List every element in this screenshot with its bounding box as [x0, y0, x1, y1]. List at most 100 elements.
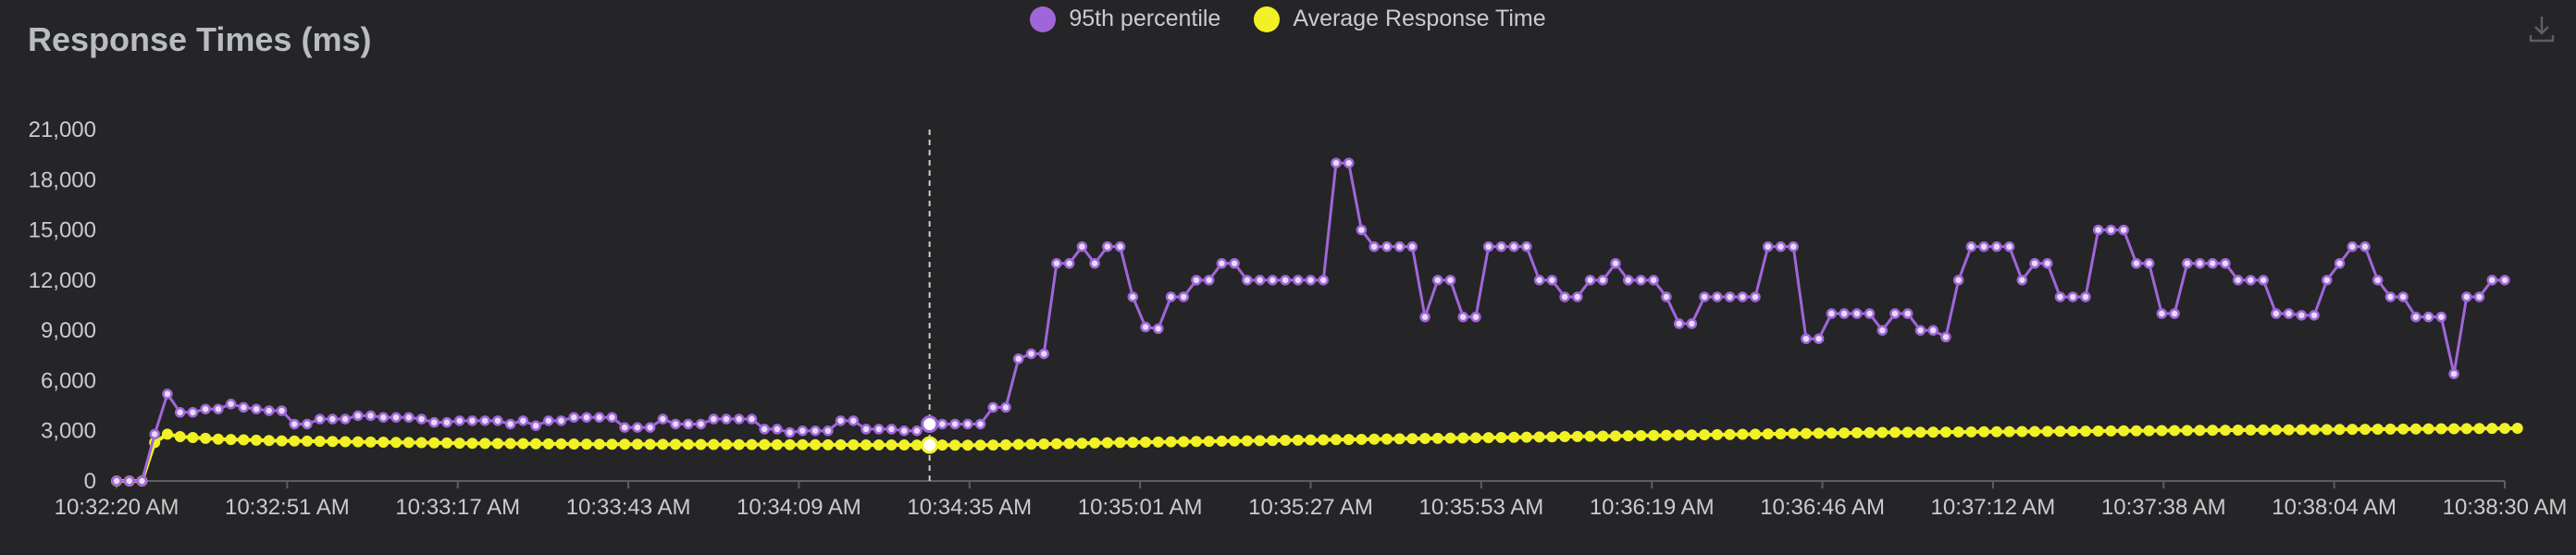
data-point-avg: [910, 439, 923, 451]
data-point-p95: [1267, 275, 1279, 286]
data-point-avg: [2003, 426, 2015, 438]
data-point-avg: [517, 438, 529, 450]
data-point-avg: [949, 439, 961, 451]
data-point-avg: [2156, 425, 2168, 437]
data-point-p95: [302, 418, 313, 430]
data-point-avg: [860, 438, 872, 450]
data-point-p95: [2143, 258, 2155, 269]
data-point-p95: [949, 418, 960, 430]
data-point-avg: [1622, 430, 1634, 442]
data-point-avg: [2422, 423, 2434, 435]
data-point-p95: [784, 426, 796, 438]
y-tick-label: 18,000: [29, 167, 96, 192]
data-point-avg: [2041, 426, 2053, 438]
data-point-p95: [1914, 325, 1926, 336]
data-point-p95: [2309, 310, 2320, 321]
data-point-p95: [225, 399, 237, 410]
data-point-p95: [873, 424, 885, 435]
data-point-p95: [1546, 275, 1558, 286]
data-point-avg: [593, 438, 605, 450]
data-point-avg: [415, 437, 427, 449]
data-point-p95: [213, 403, 224, 414]
data-point-p95: [593, 412, 605, 423]
data-point-p95: [1521, 240, 1532, 253]
data-point-avg: [1839, 427, 1851, 439]
data-point-avg: [1546, 431, 1558, 443]
data-point-p95: [772, 424, 783, 435]
data-point-p95: [1063, 258, 1075, 269]
data-point-p95: [1852, 308, 1863, 319]
data-point-p95: [2271, 308, 2282, 319]
data-point-avg: [555, 438, 567, 450]
legend: 95th percentile Average Response Time: [0, 6, 2576, 32]
data-point-p95: [1610, 258, 1621, 269]
data-point-avg: [1063, 438, 1075, 450]
data-point-p95: [314, 413, 326, 425]
data-point-p95: [1293, 275, 1304, 286]
data-point-p95: [1038, 348, 1049, 360]
data-point-avg: [1990, 426, 2002, 438]
data-point-avg: [1216, 435, 1228, 447]
data-point-p95: [1775, 240, 1787, 253]
legend-item-p95[interactable]: 95th percentile: [1030, 6, 1220, 32]
data-point-avg: [759, 438, 771, 450]
legend-label-p95: 95th percentile: [1069, 6, 1221, 31]
data-point-p95: [1051, 258, 1062, 269]
data-point-p95: [759, 424, 770, 435]
data-point-p95: [1978, 240, 1989, 253]
data-point-avg: [873, 438, 885, 450]
x-tick-label: 10:38:30 AM: [2443, 495, 2568, 520]
y-tick-label: 12,000: [29, 268, 96, 293]
data-point-p95: [708, 413, 719, 425]
data-point-avg: [1025, 438, 1037, 450]
data-point-p95: [632, 422, 643, 433]
data-point-p95: [1839, 308, 1850, 319]
data-point-avg: [2245, 424, 2257, 436]
data-point-avg: [1305, 434, 1317, 446]
data-point-p95: [1876, 325, 1889, 336]
data-point-avg: [1711, 428, 1723, 440]
data-point-avg: [2473, 423, 2485, 435]
data-point-p95: [403, 412, 415, 423]
data-point-avg: [670, 438, 682, 450]
data-point-avg: [2372, 423, 2384, 435]
data-point-p95: [898, 425, 910, 437]
data-point-avg: [746, 438, 758, 450]
data-point-p95: [136, 475, 148, 487]
data-point-p95: [1686, 318, 1698, 329]
data-point-avg: [2309, 424, 2321, 436]
data-point-p95: [1216, 258, 1228, 269]
data-point-p95: [365, 410, 377, 422]
data-point-avg: [2079, 426, 2091, 438]
data-point-avg: [2321, 424, 2333, 436]
data-point-p95: [2499, 275, 2510, 286]
data-point-avg: [1508, 431, 1520, 443]
data-point-avg: [2092, 425, 2104, 437]
data-point-avg: [2511, 423, 2523, 434]
legend-item-avg[interactable]: Average Response Time: [1254, 6, 1546, 32]
data-point-p95: [1076, 240, 1088, 253]
data-point-p95: [1864, 308, 1876, 319]
data-point-avg: [1914, 426, 1926, 438]
data-point-avg: [1267, 435, 1279, 447]
data-point-avg: [961, 439, 973, 451]
data-point-p95: [987, 401, 999, 413]
data-point-avg: [2219, 425, 2231, 437]
data-point-avg: [1826, 427, 1838, 439]
data-point-avg: [1495, 431, 1507, 443]
data-point-p95: [555, 415, 567, 426]
data-point-p95: [504, 418, 516, 430]
data-point-p95: [2448, 368, 2459, 379]
data-point-p95: [251, 403, 262, 414]
data-point-avg: [2258, 424, 2270, 436]
data-point-avg: [1038, 438, 1050, 450]
x-tick-label: 10:35:53 AM: [1418, 495, 1543, 520]
download-button[interactable]: [2526, 13, 2557, 44]
data-point-p95: [162, 388, 173, 400]
data-point-avg: [1190, 436, 1202, 448]
data-point-p95: [187, 407, 199, 418]
data-point-avg: [1864, 426, 1876, 438]
data-point-p95: [657, 413, 669, 425]
data-point-p95: [823, 425, 834, 437]
data-point-p95: [1089, 258, 1100, 269]
